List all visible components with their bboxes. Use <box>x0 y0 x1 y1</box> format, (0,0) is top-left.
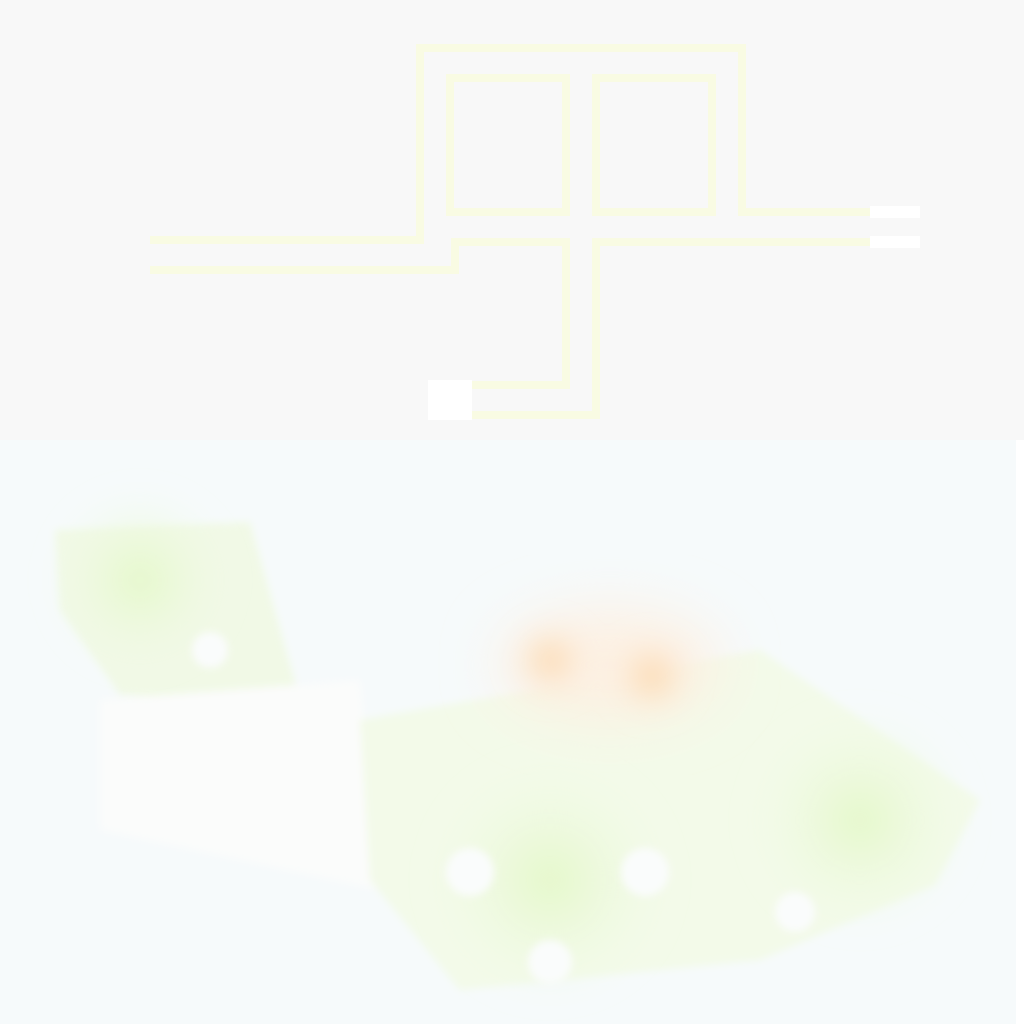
hole <box>775 892 815 932</box>
trace-ends <box>428 206 920 420</box>
trace <box>150 238 570 389</box>
orange-spot <box>512 622 588 698</box>
trace <box>430 238 918 419</box>
green-spot <box>750 710 970 930</box>
trace-box <box>592 74 716 216</box>
green-spot <box>50 490 230 670</box>
trace <box>150 44 890 244</box>
highlights <box>50 490 970 1000</box>
hole <box>528 940 572 984</box>
trace-box <box>446 74 570 216</box>
orange-spot <box>612 636 692 716</box>
hole <box>621 848 669 896</box>
holes <box>192 632 815 984</box>
hole <box>192 632 228 668</box>
top-panel <box>0 0 1024 440</box>
right-edge <box>1016 440 1024 1024</box>
orange-spots <box>512 622 692 716</box>
trace-end <box>870 236 920 248</box>
region <box>100 680 380 890</box>
green-spot <box>430 760 670 1000</box>
trace-end <box>870 206 920 218</box>
trace-lines <box>150 44 918 419</box>
hole <box>446 848 494 896</box>
trace-end <box>428 380 472 420</box>
